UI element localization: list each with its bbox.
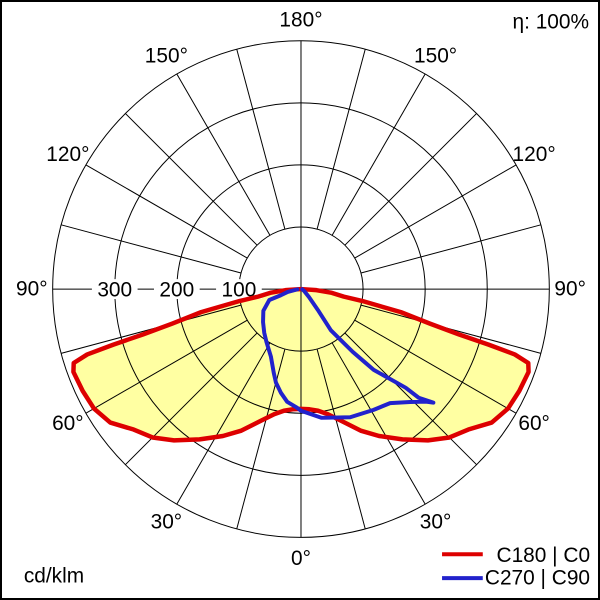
legend-label-c270-c90: C270 | C90 [485,567,590,590]
grid-spoke-45 [344,332,477,466]
legend: C180 | C0 C270 | C90 [442,544,590,590]
grid-spoke-315 [125,332,258,466]
grid-spoke-150 [331,73,426,236]
angle-label-180°: 180° [279,8,322,31]
angle-label-30°-right: 30° [420,511,452,534]
grid-spoke-105 [360,224,542,274]
radial-label-bg [153,279,200,300]
grid-spoke-195 [236,49,286,230]
radial-label-bg [91,279,138,300]
grid-spoke-135 [344,113,477,246]
c270-c90-outline [261,287,436,420]
unit-label: cd/klm [24,565,84,588]
efficiency-label: η: 100% [513,10,590,33]
c270-c90-curve [261,287,436,420]
angle-label-0°: 0° [291,547,311,570]
angle-label-150°-left: 150° [145,44,188,67]
angle-label-90°-left: 90° [16,278,48,301]
grid-spoke-165 [316,49,366,230]
grid-spoke-30 [331,342,426,505]
radial-label-100: 100 [222,279,257,302]
grid-spoke-225 [125,113,258,246]
radial-label-300: 300 [97,279,132,302]
angle-label-60°-left: 60° [52,412,84,435]
grid-spoke-210 [176,73,271,236]
grid-spoke-60 [354,319,517,414]
grid-spoke-240 [85,164,248,259]
grid-spoke-330 [176,342,271,505]
angle-label-30°-left: 30° [151,511,183,534]
grid-spoke-120 [354,164,517,259]
angle-label-120°-left: 120° [46,143,89,166]
angle-label-90°-right: 90° [554,278,586,301]
grid-spoke-15 [316,348,366,530]
legend-label-c180-c0: C180 | C0 [497,544,591,567]
angle-label-120°-right: 120° [513,143,556,166]
radial-label-bg [216,279,262,300]
angle-label-150°-right: 150° [414,44,457,67]
radial-label-200: 200 [159,279,194,302]
angle-label-60°-right: 60° [518,412,550,435]
grid-spoke-300 [85,319,248,414]
radial-axis-labels: 300 200 100 [91,279,262,302]
grid-spoke-255 [60,224,242,274]
gamma-angle-labels: 0° 30° 30° 60° 60° 90° 90° 120° 120° 150° 150° 180° [16,8,586,569]
